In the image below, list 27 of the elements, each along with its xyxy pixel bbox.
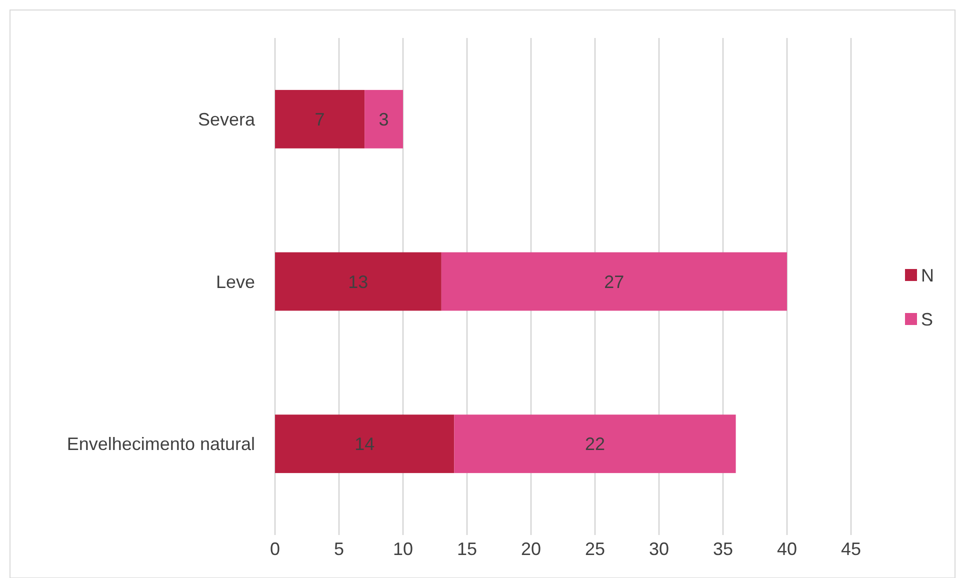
data-label: 27 [604, 272, 624, 292]
bar [275, 414, 454, 474]
x-tick-label: 15 [456, 539, 478, 559]
x-tick-label: 0 [270, 539, 280, 559]
data-label: 13 [348, 272, 368, 292]
legend-label: N [921, 265, 934, 286]
bar [454, 414, 736, 474]
legend-label: S [921, 309, 934, 330]
data-label: 22 [584, 434, 606, 454]
x-tick-label: 5 [334, 539, 344, 559]
y-tick-label: Leve [216, 272, 255, 292]
x-tick-label: 40 [776, 539, 798, 559]
x-tick-label: 35 [712, 539, 734, 559]
x-tick-label: 45 [840, 539, 862, 559]
bar [275, 90, 365, 148]
bar [441, 252, 787, 311]
y-tick-label: Severa [198, 109, 256, 130]
x-tick-label: 10 [392, 539, 414, 559]
x-tick-label: 20 [520, 539, 542, 559]
x-tick-label: 30 [648, 539, 670, 559]
bar [275, 252, 442, 311]
data-label: 3 [378, 109, 389, 130]
bar [364, 90, 403, 148]
x-tick-label: 25 [584, 539, 606, 559]
y-tick-label: Envelhecimento natural [66, 434, 255, 454]
data-label: 7 [314, 109, 325, 130]
data-label: 14 [354, 434, 375, 454]
